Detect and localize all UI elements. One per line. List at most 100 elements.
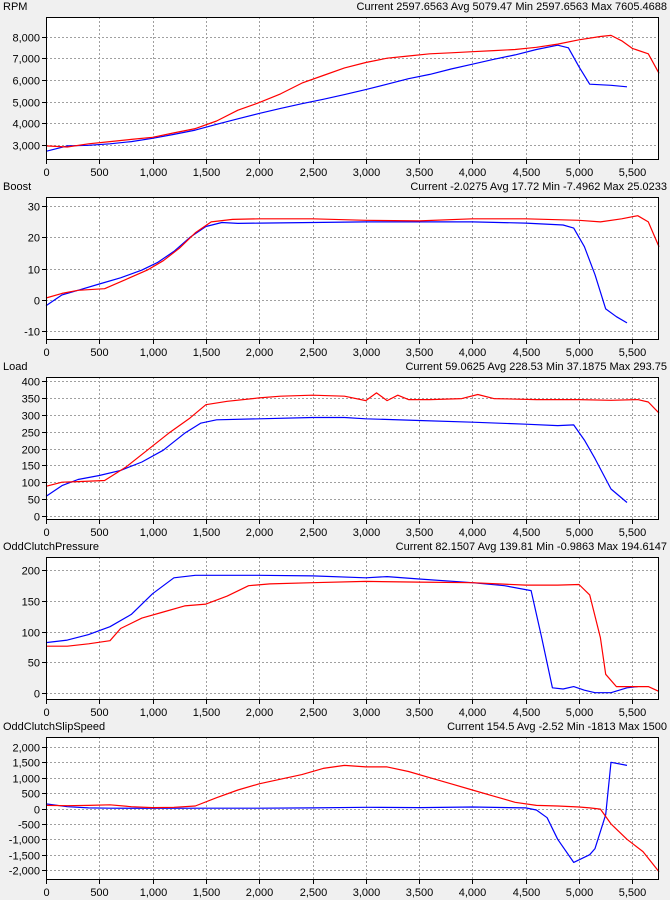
y-tick-label: 200 [22, 445, 40, 457]
chart-panel: 3,000 4,000 5,000 6,000 7,000 8,000 0 500 1,000 1… [0, 0, 670, 180]
y-tick-label: 0 [34, 689, 40, 701]
y-tick-label: 350 [22, 394, 40, 406]
x-tick-label: 1,500 [193, 527, 221, 539]
x-tick-label: 4,000 [459, 707, 487, 719]
x-tick-label: 4,500 [513, 347, 541, 359]
chart-title: Boost [3, 181, 32, 193]
plot-border [46, 737, 659, 880]
chart-svg: 0 50 100 150 200 250 300 350 400 0 500 1,000 1,500 2,… [22, 377, 660, 539]
y-tick-label: 100 [22, 628, 40, 640]
chart-svg: -2,000 -1,500 -1,000 -500 0 500 1,000 1,500 2,00… [9, 737, 660, 899]
plot-area [46, 17, 659, 160]
x-tick-label: 5,500 [619, 527, 647, 539]
x-tick-label: 2,000 [246, 527, 274, 539]
x-tick-label: 2,000 [246, 167, 274, 179]
x-tick-label: 3,000 [353, 167, 381, 179]
x-tick-label: 0 [43, 527, 49, 539]
y-tick-label: 3,000 [12, 141, 40, 153]
y-tick-label: 50 [28, 658, 40, 670]
y-tick-label: 10 [28, 265, 40, 277]
x-tick-label: 4,000 [459, 347, 487, 359]
series-line [45, 34, 660, 148]
chart-title: RPM [3, 1, 28, 13]
chart-stats: Current 2597.6563 Avg 5079.47 Min 2597.6… [356, 1, 667, 13]
chart-stats: Current 154.5 Avg -2.52 Min -1813 Max 15… [447, 721, 667, 733]
x-tick-label: 0 [43, 887, 49, 899]
x-tick-label: 3,500 [406, 347, 434, 359]
x-tick-label: 1,500 [193, 347, 221, 359]
x-tick-label: 3,500 [406, 707, 434, 719]
x-tick-label: 500 [90, 707, 108, 719]
x-tick-label: 2,000 [246, 707, 274, 719]
x-tick-label: 0 [43, 347, 49, 359]
y-tick-label: 50 [28, 495, 40, 507]
plot-border [46, 197, 659, 340]
x-tick-label: 5,500 [619, 167, 647, 179]
chart-stats: Current 82.1507 Avg 139.81 Min -0.9863 M… [395, 541, 667, 553]
x-tick-label: 5,000 [566, 167, 594, 179]
x-tick-label: 3,500 [406, 527, 434, 539]
x-tick-label: 5,000 [566, 347, 594, 359]
x-tick-label: 1,000 [140, 527, 168, 539]
plot-border [46, 377, 659, 520]
x-tick-label: 4,500 [513, 527, 541, 539]
y-tick-label: 250 [22, 428, 40, 440]
y-tick-label: 4,000 [12, 119, 40, 131]
x-tick-label: 3,000 [353, 707, 381, 719]
y-tick-label: 5,000 [12, 98, 40, 110]
x-tick-label: 3,500 [406, 887, 434, 899]
plot-border [46, 17, 659, 160]
x-tick-label: 2,500 [300, 707, 328, 719]
x-tick-label: 3,500 [406, 167, 434, 179]
x-tick-label: 5,000 [566, 527, 594, 539]
y-tick-label: 7,000 [12, 54, 40, 66]
chart-stats: Current 59.0625 Avg 228.53 Min 37.1875 M… [405, 361, 667, 373]
chart-svg: 0 50 100 150 200 0 500 1,000 1,500 2,000 2,500 3,00… [22, 557, 660, 719]
x-tick-label: 5,500 [619, 347, 647, 359]
chart-title: OddClutchPressure [3, 541, 99, 553]
x-tick-label: 5,000 [566, 707, 594, 719]
chart-header: Load Current 59.0625 Avg 228.53 Min 37.18… [0, 360, 670, 376]
x-tick-label: 4,000 [459, 167, 487, 179]
x-tick-label: 1,500 [193, 707, 221, 719]
x-tick-label: 5,500 [619, 707, 647, 719]
x-tick-label: 4,000 [459, 887, 487, 899]
y-tick-label: 500 [22, 789, 40, 801]
x-tick-label: 3,000 [353, 347, 381, 359]
x-tick-label: 1,000 [140, 887, 168, 899]
x-tick-label: 3,000 [353, 887, 381, 899]
x-tick-label: 2,000 [246, 887, 274, 899]
y-tick-label: 30 [28, 202, 40, 214]
x-tick-label: 2,500 [300, 167, 328, 179]
chart-panel: -10 0 10 20 30 0 500 1,000 1,500 2,000 2,500 3,000 3… [0, 180, 670, 360]
chart-header: OddClutchPressure Current 82.1507 Avg 139… [0, 540, 670, 556]
chart-title: OddClutchSlipSpeed [3, 721, 106, 733]
x-tick-label: 2,000 [246, 347, 274, 359]
plot-border [46, 557, 659, 700]
y-tick-label: 0 [34, 512, 40, 524]
series-line [45, 574, 638, 694]
x-tick-label: 1,500 [193, 887, 221, 899]
plot-area [46, 557, 659, 700]
series-line [45, 761, 628, 863]
series-line [45, 215, 660, 299]
y-tick-label: 0 [34, 805, 40, 817]
y-tick-label: 150 [22, 461, 40, 473]
series-line [45, 764, 660, 873]
series-line [46, 580, 660, 692]
x-tick-label: 0 [43, 707, 49, 719]
x-tick-label: 1,000 [140, 167, 168, 179]
x-tick-label: 4,500 [513, 167, 541, 179]
y-tick-label: 1,500 [12, 758, 40, 770]
series-line [45, 44, 628, 152]
series-line [45, 416, 628, 503]
plot-area [46, 377, 659, 520]
x-tick-label: 500 [90, 347, 108, 359]
y-tick-label: -1,000 [9, 835, 40, 847]
chart-panel: -2,000 -1,500 -1,000 -500 0 500 1,000 1,500 2,00… [0, 720, 670, 900]
y-tick-label: 300 [22, 411, 40, 423]
chart-title: Load [3, 361, 28, 373]
y-tick-label: 1,000 [12, 774, 40, 786]
x-tick-label: 4,000 [459, 527, 487, 539]
